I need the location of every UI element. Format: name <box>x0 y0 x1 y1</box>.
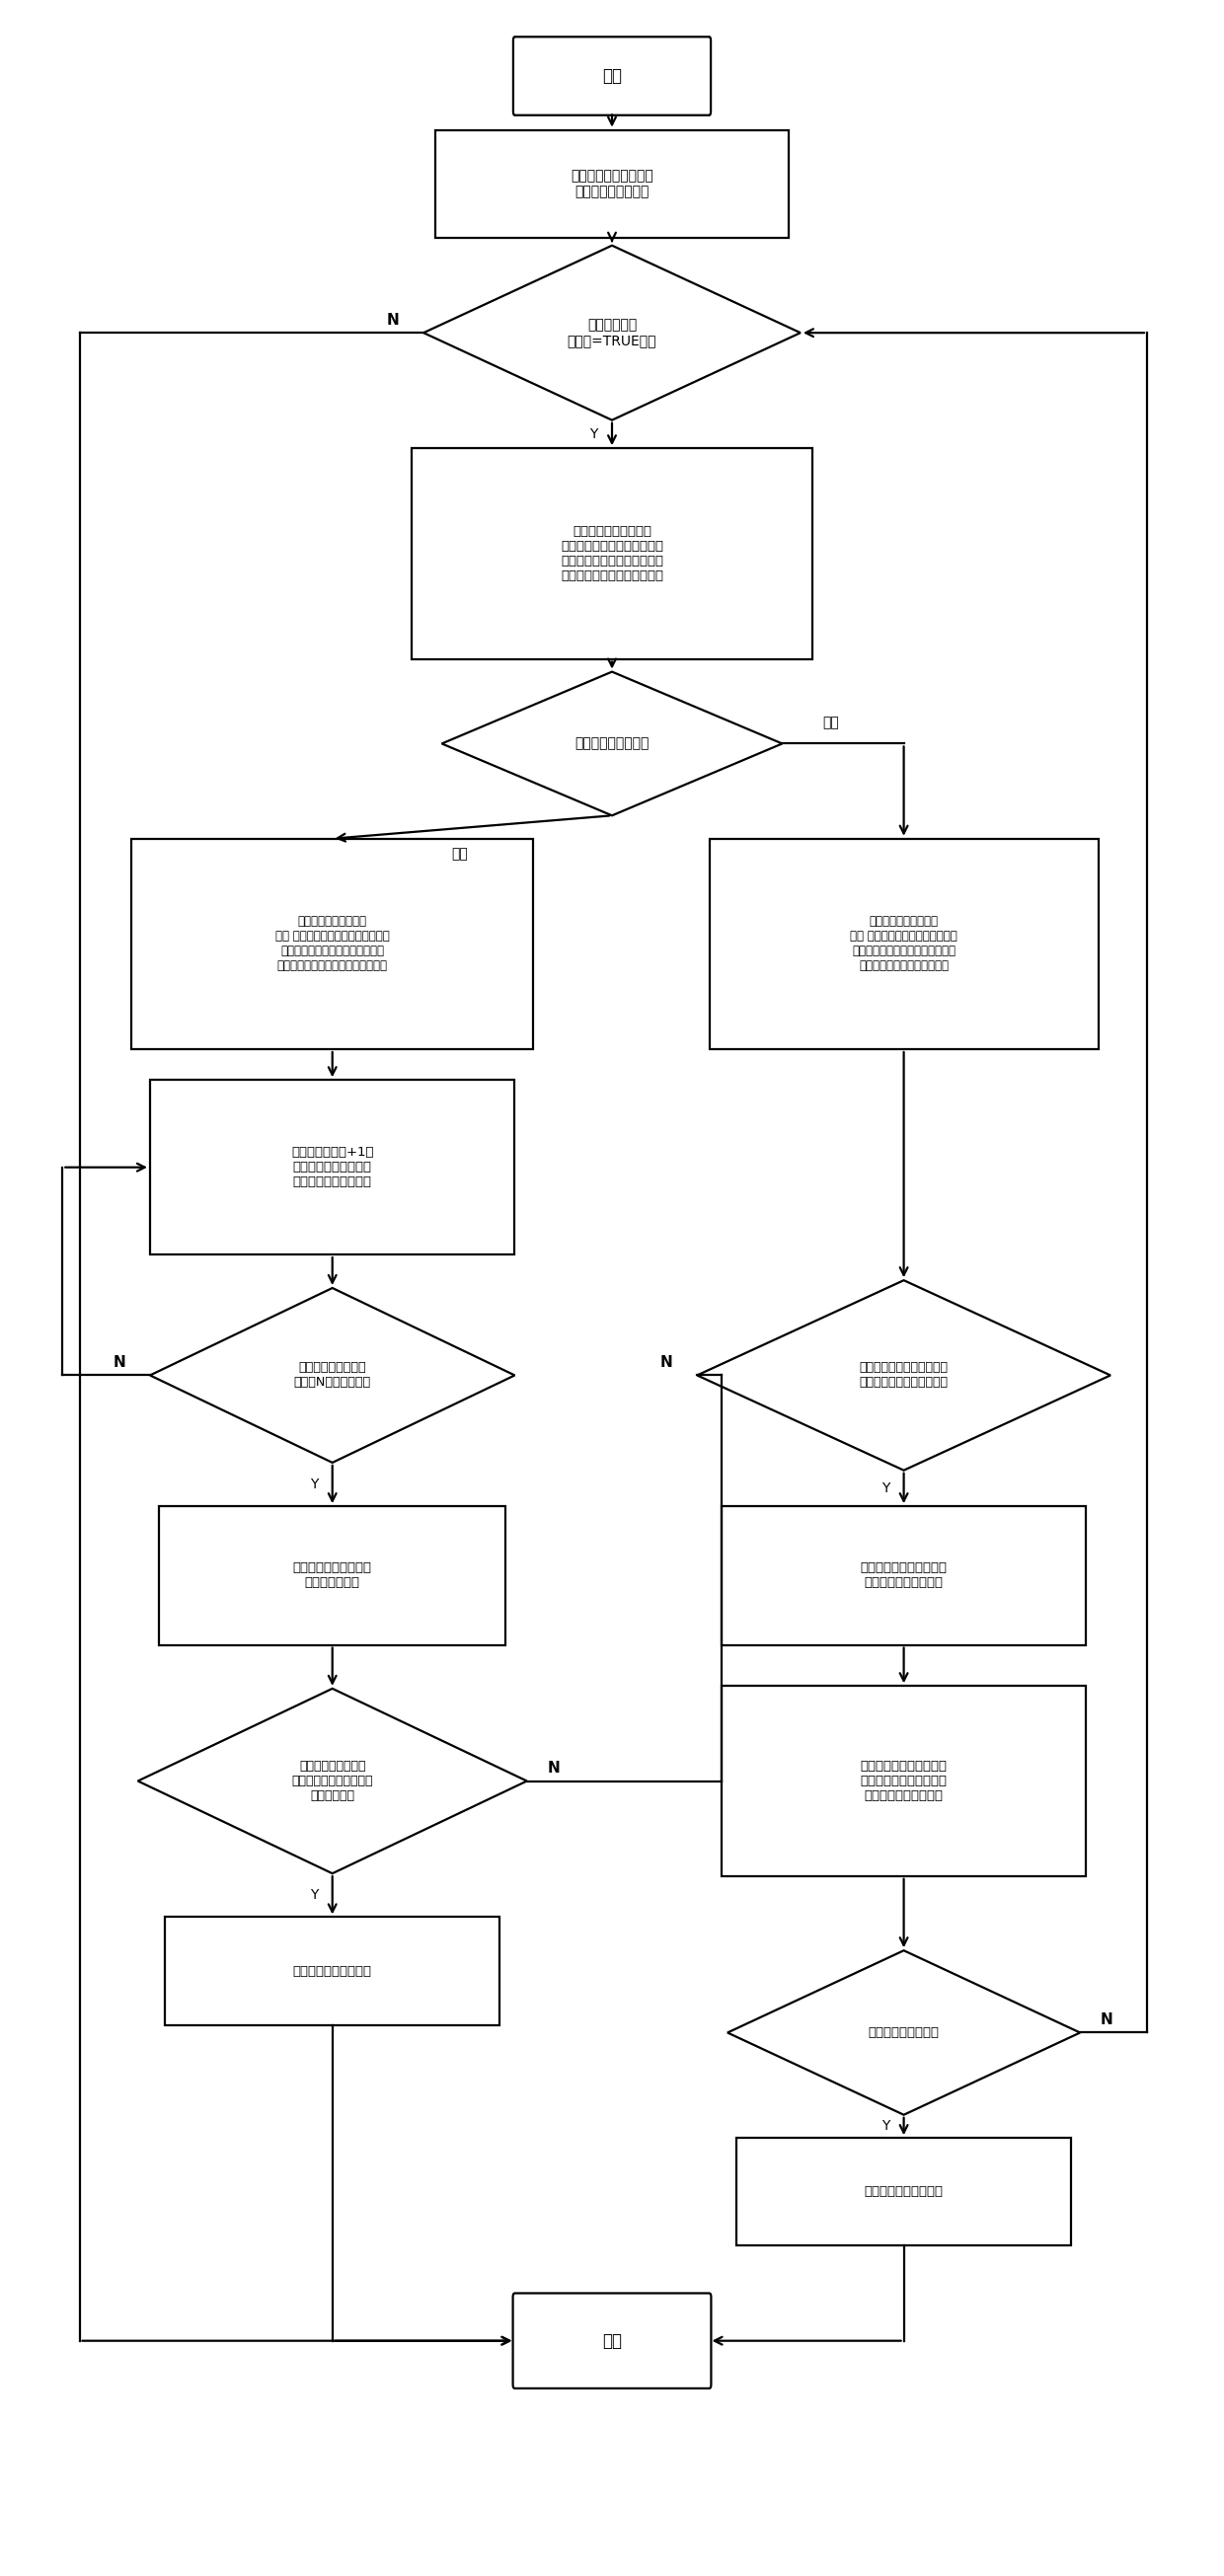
FancyBboxPatch shape <box>709 840 1098 1048</box>
FancyBboxPatch shape <box>159 1507 506 1646</box>
Text: 是否停止接收报文？: 是否停止接收报文？ <box>868 2027 939 2040</box>
Text: N: N <box>114 1355 126 1370</box>
FancyBboxPatch shape <box>721 1687 1086 1875</box>
Polygon shape <box>442 672 782 817</box>
Text: Y: Y <box>881 2120 890 2133</box>
Text: 接收报文计数器计数
值与设定的远程控制终端
个数相等吗？: 接收报文计数器计数 值与设定的远程控制终端 个数相等吗？ <box>291 1759 373 1803</box>
Polygon shape <box>151 1288 515 1463</box>
FancyBboxPatch shape <box>721 1507 1086 1646</box>
Text: 读取当前的系统时间；
依据 接收报文格式从报文中抽取字
节并加工成仓贮和作业状况的有关
信息；将它们赋给指定变量；: 读取当前的系统时间； 依据 接收报文格式从报文中抽取字 节并加工成仓贮和作业状况… <box>851 914 957 974</box>
Text: 将本次从接收报文中获得
的信息加工成一条记录添
加当天的日期表单中；: 将本次从接收报文中获得 的信息加工成一条记录添 加当天的日期表单中； <box>860 1759 947 1803</box>
Text: N: N <box>387 312 399 327</box>
FancyBboxPatch shape <box>151 1079 515 1255</box>
Text: Y: Y <box>881 1481 890 1494</box>
FancyBboxPatch shape <box>436 129 788 237</box>
Text: 读取当前的系统时间；
按约定的接收报文格式从报文
字节中抽取字节数据并进行解
算；将这些值赋给指定变量；: 读取当前的系统时间； 按约定的接收报文格式从报文 字节中抽取字节数据并进行解 算… <box>561 526 663 582</box>
Text: 接收报文使能
标志位=TRUE吗？: 接收报文使能 标志位=TRUE吗？ <box>568 317 656 348</box>
Text: 复位接收使能标志位；: 复位接收使能标志位； <box>293 1965 372 1978</box>
Polygon shape <box>138 1690 526 1873</box>
Text: 将指定变量格式化后显示
在用户界面文本框内；: 将指定变量格式化后显示 在用户界面文本框内； <box>860 1561 947 1589</box>
Text: N: N <box>1100 2012 1113 2027</box>
Text: Y: Y <box>310 1888 318 1901</box>
Polygon shape <box>727 1950 1080 2115</box>
FancyBboxPatch shape <box>411 448 813 659</box>
Text: 接收报文计数器+1；
将接收到的报文显示在
用户界面的文本框内；: 接收报文计数器+1； 将接收到的报文显示在 用户界面的文本框内； <box>291 1146 373 1188</box>
Text: 结束: 结束 <box>602 2331 622 2349</box>
Text: 开始: 开始 <box>602 67 622 85</box>
Text: N: N <box>661 1355 673 1370</box>
Text: 接收报文计数器的计
数值是N的整数倍吗？: 接收报文计数器的计 数值是N的整数倍吗？ <box>294 1363 371 1388</box>
Text: 自动: 自动 <box>823 716 840 729</box>
Text: Y: Y <box>590 428 597 440</box>
Text: Y: Y <box>310 1479 318 1492</box>
Polygon shape <box>698 1280 1110 1471</box>
FancyBboxPatch shape <box>165 1917 499 2025</box>
Text: 清除用户界面显示接收
报文的文本框；: 清除用户界面显示接收 报文的文本框； <box>293 1561 372 1589</box>
FancyBboxPatch shape <box>132 840 532 1048</box>
Text: 从接收队列中存取远程
控制终端发送的报文: 从接收队列中存取远程 控制终端发送的报文 <box>570 170 654 198</box>
Text: 手动: 手动 <box>452 848 469 860</box>
FancyBboxPatch shape <box>737 2138 1071 2246</box>
Polygon shape <box>424 245 800 420</box>
Text: 读取当前的系统时间；
依据 接收报文格式从报文中抽取字节
并加工成仓贮和作业状况的有关信
息；将它们依次存放在动态数组中；: 读取当前的系统时间； 依据 接收报文格式从报文中抽取字节 并加工成仓贮和作业状况… <box>275 914 389 974</box>
Text: 复位接收使能标志位；: 复位接收使能标志位； <box>864 2184 944 2197</box>
Text: 本次接收的设备编码与设定
的设备编码变量值相等吗？: 本次接收的设备编码与设定 的设备编码变量值相等吗？ <box>859 1363 949 1388</box>
Text: N: N <box>547 1762 559 1775</box>
Text: 判断当前的工作模式: 判断当前的工作模式 <box>575 737 649 750</box>
FancyBboxPatch shape <box>513 2293 711 2388</box>
FancyBboxPatch shape <box>513 36 711 116</box>
